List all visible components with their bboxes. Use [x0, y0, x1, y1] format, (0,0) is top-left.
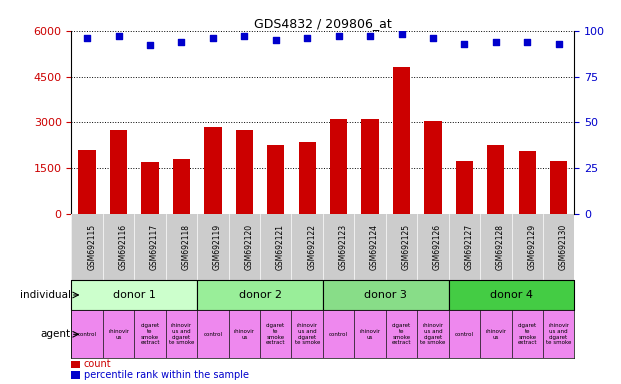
Text: GSM692119: GSM692119 — [213, 224, 222, 270]
Title: GDS4832 / 209806_at: GDS4832 / 209806_at — [254, 17, 392, 30]
Bar — [110, 130, 127, 214]
Text: rhinovir
us and
cigaret
te smoke: rhinovir us and cigaret te smoke — [294, 323, 320, 346]
Text: GSM692115: GSM692115 — [87, 224, 96, 270]
Point — [239, 33, 249, 39]
Bar — [480, 310, 512, 358]
Bar — [78, 150, 96, 214]
Text: count: count — [84, 359, 112, 369]
Text: GSM692116: GSM692116 — [119, 224, 127, 270]
Point — [176, 39, 186, 45]
Bar — [134, 310, 166, 358]
Bar — [417, 310, 449, 358]
Bar — [456, 161, 473, 214]
Point — [460, 40, 469, 46]
Bar — [330, 119, 347, 214]
Point — [333, 33, 343, 39]
Bar — [550, 161, 568, 214]
Text: cigaret
te
smoke
extract: cigaret te smoke extract — [517, 323, 537, 346]
Text: rhinovir
us: rhinovir us — [108, 329, 129, 340]
Bar — [173, 159, 190, 214]
Bar — [204, 127, 222, 214]
Text: GSM692127: GSM692127 — [465, 224, 473, 270]
Point — [428, 35, 438, 41]
Text: rhinovir
us and
cigaret
te smoke: rhinovir us and cigaret te smoke — [169, 323, 194, 346]
Text: control: control — [329, 332, 348, 337]
Text: GSM692130: GSM692130 — [559, 224, 568, 270]
Point — [397, 31, 407, 38]
Text: rhinovir
us and
cigaret
te smoke: rhinovir us and cigaret te smoke — [420, 323, 446, 346]
Point — [491, 39, 501, 45]
Bar — [519, 152, 536, 214]
Bar — [166, 310, 197, 358]
Bar — [393, 68, 410, 214]
Bar — [449, 280, 574, 310]
Bar — [71, 361, 81, 368]
Point — [114, 33, 124, 39]
Text: individual: individual — [20, 290, 71, 300]
Bar — [449, 310, 480, 358]
Point — [82, 35, 92, 41]
Bar — [323, 280, 448, 310]
Bar — [197, 280, 323, 310]
Bar — [229, 310, 260, 358]
Text: control: control — [204, 332, 222, 337]
Bar — [260, 310, 291, 358]
Text: GSM692124: GSM692124 — [370, 224, 379, 270]
Text: GSM692128: GSM692128 — [496, 224, 505, 270]
Bar — [512, 310, 543, 358]
Bar — [299, 142, 316, 214]
Point — [365, 33, 375, 39]
Text: cigaret
te
smoke
extract: cigaret te smoke extract — [140, 323, 160, 346]
Text: control: control — [455, 332, 474, 337]
Text: GSM692123: GSM692123 — [338, 224, 348, 270]
Point — [271, 37, 281, 43]
Text: rhinovir
us: rhinovir us — [234, 329, 255, 340]
Bar — [267, 146, 284, 214]
Text: rhinovir
us and
cigaret
te smoke: rhinovir us and cigaret te smoke — [546, 323, 571, 346]
Text: GSM692120: GSM692120 — [244, 224, 253, 270]
Text: GSM692117: GSM692117 — [150, 224, 159, 270]
Text: GSM692125: GSM692125 — [402, 224, 410, 270]
Bar — [361, 119, 379, 214]
Text: donor 4: donor 4 — [490, 290, 533, 300]
Bar — [71, 280, 197, 310]
Text: GSM692129: GSM692129 — [527, 224, 537, 270]
Text: donor 2: donor 2 — [238, 290, 281, 300]
Point — [145, 42, 155, 48]
Point — [554, 40, 564, 46]
Bar — [71, 310, 103, 358]
Bar — [386, 310, 417, 358]
Text: donor 3: donor 3 — [365, 290, 407, 300]
Text: donor 1: donor 1 — [113, 290, 156, 300]
Text: GSM692122: GSM692122 — [307, 224, 316, 270]
Bar — [197, 310, 229, 358]
Text: cigaret
te
smoke
extract: cigaret te smoke extract — [392, 323, 411, 346]
Point — [208, 35, 218, 41]
Bar — [103, 310, 134, 358]
Bar — [424, 121, 442, 214]
Text: control: control — [78, 332, 97, 337]
Text: GSM692121: GSM692121 — [276, 224, 285, 270]
Point — [302, 35, 312, 41]
Text: agent: agent — [40, 329, 71, 339]
Text: GSM692126: GSM692126 — [433, 224, 442, 270]
Text: GSM692118: GSM692118 — [181, 224, 191, 270]
Text: percentile rank within the sample: percentile rank within the sample — [84, 370, 249, 381]
Text: cigaret
te
smoke
extract: cigaret te smoke extract — [266, 323, 286, 346]
Bar — [487, 146, 504, 214]
Bar — [71, 371, 81, 379]
Text: rhinovir
us: rhinovir us — [360, 329, 381, 340]
Point — [522, 39, 532, 45]
Bar — [142, 162, 158, 214]
Bar — [236, 130, 253, 214]
Text: rhinovir
us: rhinovir us — [486, 329, 506, 340]
Bar — [323, 310, 355, 358]
Bar — [355, 310, 386, 358]
Bar — [291, 310, 323, 358]
Bar — [543, 310, 574, 358]
